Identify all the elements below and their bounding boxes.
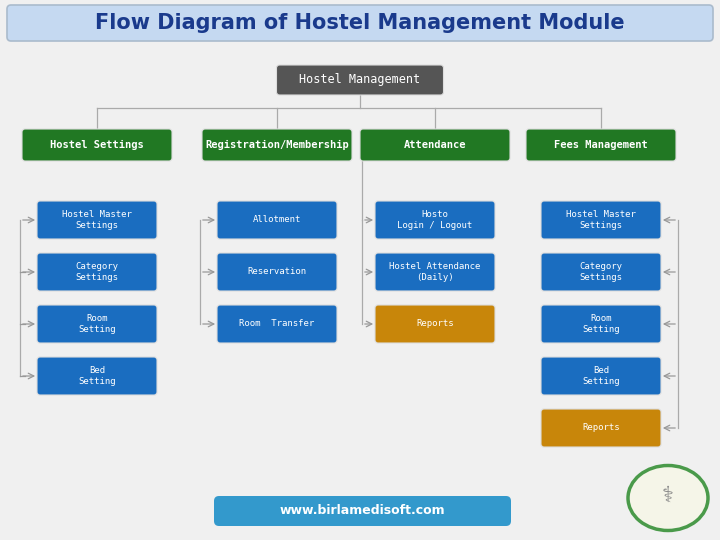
FancyBboxPatch shape [541, 253, 661, 291]
FancyBboxPatch shape [541, 201, 661, 239]
FancyBboxPatch shape [202, 129, 352, 161]
Text: Hostel Attendance
(Daily): Hostel Attendance (Daily) [390, 262, 481, 282]
FancyBboxPatch shape [541, 357, 661, 395]
Text: Room
Setting: Room Setting [582, 314, 620, 334]
FancyBboxPatch shape [375, 305, 495, 343]
FancyBboxPatch shape [37, 201, 157, 239]
Text: www.birlamedisoft.com: www.birlamedisoft.com [279, 504, 445, 517]
Text: Hostel Master
Settings: Hostel Master Settings [566, 210, 636, 230]
FancyBboxPatch shape [375, 253, 495, 291]
FancyBboxPatch shape [375, 201, 495, 239]
FancyBboxPatch shape [541, 305, 661, 343]
FancyBboxPatch shape [37, 357, 157, 395]
Text: Hostel Management: Hostel Management [300, 73, 420, 86]
FancyBboxPatch shape [526, 129, 676, 161]
FancyBboxPatch shape [217, 305, 337, 343]
Text: Category
Settings: Category Settings [76, 262, 119, 282]
Text: Fees Management: Fees Management [554, 140, 648, 150]
Text: Hostel Master
Settings: Hostel Master Settings [62, 210, 132, 230]
FancyBboxPatch shape [217, 201, 337, 239]
Text: Bed
Setting: Bed Setting [582, 366, 620, 386]
Text: Reservation: Reservation [248, 267, 307, 276]
FancyBboxPatch shape [214, 496, 511, 526]
FancyBboxPatch shape [541, 409, 661, 447]
Text: Bed
Setting: Bed Setting [78, 366, 116, 386]
FancyBboxPatch shape [7, 5, 713, 41]
Text: Registration/Membership: Registration/Membership [205, 140, 349, 150]
FancyBboxPatch shape [360, 129, 510, 161]
Text: Attendance: Attendance [404, 140, 467, 150]
FancyBboxPatch shape [217, 253, 337, 291]
Text: Room  Transfer: Room Transfer [239, 320, 315, 328]
Text: Hostel Settings: Hostel Settings [50, 140, 144, 150]
Text: Allotment: Allotment [253, 215, 301, 225]
FancyBboxPatch shape [276, 65, 444, 95]
Text: Reports: Reports [582, 423, 620, 433]
Text: Reports: Reports [416, 320, 454, 328]
Ellipse shape [628, 465, 708, 530]
Text: Hosto
Login / Logout: Hosto Login / Logout [397, 210, 472, 230]
FancyBboxPatch shape [37, 253, 157, 291]
Text: Room
Setting: Room Setting [78, 314, 116, 334]
Text: ⚕: ⚕ [662, 486, 674, 506]
Text: Category
Settings: Category Settings [580, 262, 623, 282]
FancyBboxPatch shape [37, 305, 157, 343]
Text: Flow Diagram of Hostel Management Module: Flow Diagram of Hostel Management Module [95, 13, 625, 33]
FancyBboxPatch shape [22, 129, 172, 161]
